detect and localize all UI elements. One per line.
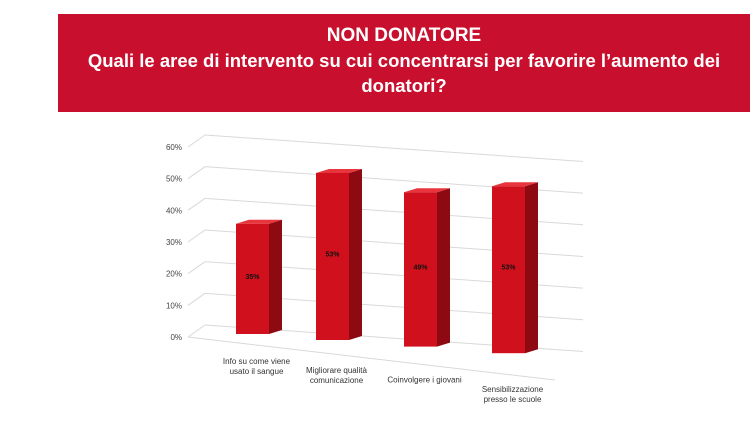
bar xyxy=(236,219,282,334)
gridline-side xyxy=(187,261,206,275)
bar-top xyxy=(492,182,538,187)
bar xyxy=(316,169,362,340)
gridline-side xyxy=(187,197,206,211)
page-title: NON DONATORE xyxy=(326,25,482,46)
bar-side xyxy=(269,219,282,334)
y-tick-label: 40% xyxy=(166,206,182,215)
floor-edge xyxy=(187,336,556,381)
data-label: 53% xyxy=(325,252,340,259)
y-tick-label: 50% xyxy=(166,175,182,184)
bar-front xyxy=(316,173,349,340)
survey-question: Quali le aree di intervento su cui conce… xyxy=(87,50,721,96)
category-label: usato il sangue xyxy=(230,367,284,376)
data-label: 53% xyxy=(501,265,516,272)
y-tick-label: 20% xyxy=(166,270,182,279)
category-label: Coinvolgere i giovani xyxy=(387,376,461,385)
y-tick-label: 30% xyxy=(166,238,182,247)
y-tick-label: 10% xyxy=(166,301,182,310)
bar xyxy=(492,182,538,354)
bar-side xyxy=(349,169,362,340)
gridline-side xyxy=(187,324,206,338)
gridline-side xyxy=(187,134,206,148)
gridline-side xyxy=(187,229,206,243)
y-tick-label: 0% xyxy=(170,333,182,342)
bar-front xyxy=(236,223,269,334)
gridline-side xyxy=(187,166,206,180)
category-label: Migliorare qualità xyxy=(306,366,367,375)
bar-top xyxy=(236,219,282,224)
bar-top xyxy=(404,188,450,193)
bar xyxy=(404,188,450,347)
category-label: comunicazione xyxy=(310,376,364,385)
gridline xyxy=(204,134,584,162)
data-label: 35% xyxy=(245,274,260,281)
bar-side xyxy=(525,182,538,354)
bar-front xyxy=(404,192,437,347)
gridline-side xyxy=(187,292,206,306)
bar-front xyxy=(492,186,525,354)
category-label: Sensibilizzazione xyxy=(482,385,544,394)
header-banner: NON DONATORE Quali le aree di intervento… xyxy=(58,14,750,112)
bar-side xyxy=(437,188,450,347)
category-label: Info su come viene xyxy=(223,357,291,366)
y-tick-label: 60% xyxy=(166,143,182,152)
category-label: presso le scuole xyxy=(484,395,542,404)
bar-top xyxy=(316,169,362,174)
data-label: 49% xyxy=(413,264,428,271)
